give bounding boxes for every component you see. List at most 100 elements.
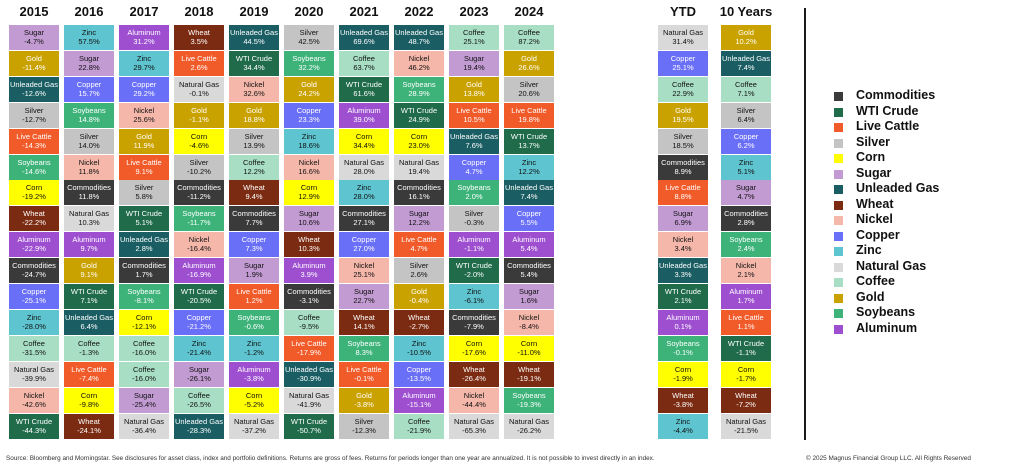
return-cell: Aluminum -16.9%	[174, 258, 224, 284]
return-cell: Commodities -3.1%	[284, 284, 334, 309]
return-value: 7.7%	[245, 218, 263, 228]
return-value: -19.3%	[517, 399, 541, 409]
return-cell: Soybeans 28.9%	[394, 76, 444, 102]
return-value: 12.2%	[408, 218, 430, 228]
return-value: -16.0%	[132, 373, 156, 383]
commodity-name: WTI Crude	[345, 79, 383, 89]
commodity-name: Nickel	[518, 312, 540, 322]
return-value: 7.1%	[80, 296, 98, 305]
return-value: 27.1%	[353, 218, 375, 228]
return-value: 34.4%	[243, 62, 265, 72]
return-cell: Zinc -21.4%	[174, 335, 224, 361]
return-value: 10.2%	[735, 37, 757, 46]
return-value: -22.9%	[22, 244, 46, 254]
return-value: 5.4%	[520, 244, 538, 254]
return-cell: Copper -21.2%	[174, 309, 224, 335]
return-value: 2.8%	[135, 244, 153, 254]
legend-swatch	[834, 262, 843, 272]
commodity-name: Soybeans	[292, 53, 326, 63]
return-cell: Copper 25.1%	[658, 50, 708, 76]
return-cell: Unleaded Gas 7.4%	[721, 50, 771, 76]
commodity-name: Gold	[301, 79, 317, 89]
return-cell: Commodities 8.9%	[658, 154, 708, 180]
return-cell: Unleaded Gas 7.4%	[504, 180, 554, 206]
return-value: 6.4%	[737, 114, 755, 124]
return-cell: Unleaded Gas -28.3%	[174, 413, 224, 439]
return-value: 24.9%	[408, 114, 430, 124]
return-value: -31.5%	[22, 347, 46, 357]
column-header-2020: 2020	[294, 4, 324, 19]
commodity-name: Zinc	[675, 416, 691, 426]
return-value: -10.2%	[187, 166, 211, 176]
return-value: -8.4%	[519, 321, 539, 331]
return-value: 19.4%	[463, 62, 485, 72]
commodity-name: Natural Gas	[13, 364, 55, 374]
commodity-name: Sugar	[188, 364, 209, 374]
return-cell: Nickel 2.1%	[721, 258, 771, 284]
commodity-name: Silver	[299, 28, 319, 37]
commodity-name: Live Cattle	[401, 235, 437, 245]
commodity-name: Nickel	[353, 261, 375, 271]
return-cell: Unleaded Gas -12.6%	[9, 76, 59, 102]
return-value: 19.4%	[408, 166, 430, 176]
commodity-name: Coffee	[243, 157, 265, 167]
return-value: 44.5%	[243, 37, 265, 46]
return-cell: Commodities 1.7%	[119, 258, 169, 284]
commodity-name: Wheat	[78, 416, 100, 426]
commodity-name: Sugar	[298, 209, 319, 219]
return-value: 2.1%	[737, 270, 755, 280]
commodity-name: Natural Gas	[288, 390, 330, 400]
return-value: 18.8%	[243, 114, 265, 124]
return-value: 5.1%	[135, 218, 153, 228]
commodity-name: Zinc	[246, 338, 262, 348]
return-cell: Zinc -6.1%	[449, 284, 499, 309]
return-value: -24.1%	[77, 425, 101, 435]
return-value: 14.8%	[78, 114, 100, 124]
return-value: -7.2%	[736, 399, 756, 409]
return-cell: Unleaded Gas -30.9%	[284, 361, 334, 387]
return-value: 46.2%	[408, 62, 430, 72]
commodity-name: Unleaded Gas	[450, 131, 498, 141]
return-value: -24.7%	[22, 270, 46, 280]
commodity-name: WTI Crude	[727, 338, 765, 348]
return-cell: WTI Crude 13.7%	[504, 128, 554, 154]
commodity-name: Commodities	[724, 209, 768, 219]
commodity-name: Corn	[355, 131, 373, 141]
return-cell: Live Cattle 9.1%	[119, 154, 169, 180]
return-cell: Zinc 29.7%	[119, 50, 169, 76]
return-value: -0.6%	[244, 321, 264, 331]
commodity-name: Corn	[410, 131, 428, 141]
commodity-name: Natural Gas	[68, 209, 110, 219]
column-header-2016: 2016	[74, 4, 104, 19]
return-cell: Aluminum -3.8%	[229, 361, 279, 387]
return-cell: Aluminum 9.7%	[64, 232, 114, 258]
return-value: 8.3%	[355, 347, 373, 357]
return-cell: Aluminum -1.1%	[449, 232, 499, 258]
return-value: 28.0%	[353, 166, 375, 176]
return-cell: Soybeans -11.7%	[174, 206, 224, 232]
commodity-name: Copper	[351, 235, 377, 245]
return-value: 27.0%	[353, 244, 375, 254]
commodity-name: Natural Gas	[343, 157, 385, 167]
commodity-name: Copper	[516, 209, 542, 219]
return-value: -3.8%	[673, 399, 693, 409]
return-value: 10.3%	[78, 218, 100, 228]
return-value: 24.2%	[298, 88, 320, 98]
return-cell: Natural Gas -36.4%	[119, 413, 169, 439]
return-cell: Silver 42.5%	[284, 25, 334, 50]
return-value: -50.7%	[297, 425, 321, 435]
return-cell: Wheat -3.8%	[658, 387, 708, 413]
commodity-name: Corn	[300, 183, 318, 193]
return-value: 25.6%	[133, 114, 155, 124]
return-value: -1.7%	[736, 373, 756, 383]
commodity-name: Commodities	[397, 183, 441, 193]
commodity-name: Gold	[675, 105, 691, 115]
return-cell: Natural Gas 10.3%	[64, 206, 114, 232]
return-value: 25.1%	[672, 62, 694, 72]
return-value: -21.9%	[407, 425, 431, 435]
commodity-name: Unleaded Gas	[10, 79, 58, 89]
commodity-name: Gold	[136, 131, 152, 141]
return-value: 7.4%	[520, 192, 538, 202]
column-header-10-years: 10 Years	[719, 4, 773, 19]
legend-swatch	[834, 278, 843, 287]
